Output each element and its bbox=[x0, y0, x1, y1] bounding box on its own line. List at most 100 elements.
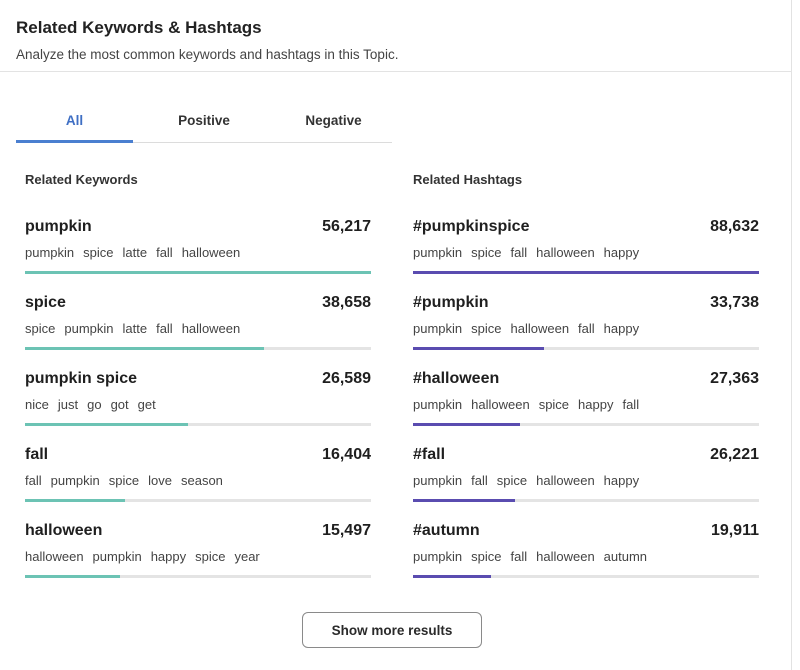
list-item[interactable]: halloween 15,497 halloween pumpkin happy spic… bbox=[25, 522, 371, 598]
share-bar-fill bbox=[413, 575, 491, 578]
related-term: happy bbox=[578, 397, 614, 412]
panel-title: Related Keywords & Hashtags bbox=[16, 18, 262, 37]
item-header: pumpkin 56,217 bbox=[25, 218, 371, 236]
item-name: halloween bbox=[25, 522, 103, 539]
related-term: spice bbox=[83, 245, 114, 260]
related-term: latte bbox=[122, 321, 148, 336]
related-term: spice bbox=[471, 549, 502, 564]
item-header: halloween 15,497 bbox=[25, 522, 371, 540]
related-term: spice bbox=[108, 473, 140, 488]
share-bar-track bbox=[25, 347, 371, 350]
related-term: go bbox=[87, 397, 102, 412]
related-term: halloween bbox=[510, 321, 570, 336]
related-term: fall bbox=[471, 473, 488, 488]
related-term: pumpkin bbox=[413, 473, 463, 488]
share-bar-track bbox=[25, 499, 371, 502]
list-item[interactable]: #fall 26,221 pumpkin fall spice halloween happ… bbox=[413, 446, 759, 522]
list-item[interactable]: pumpkin 56,217 pumpkin spice latte fall hallow… bbox=[25, 218, 371, 294]
related-term: happy bbox=[603, 245, 640, 260]
item-count: 26,221 bbox=[710, 446, 759, 463]
tab-positive[interactable]: Positive bbox=[178, 113, 230, 128]
hashtags-list: #pumpkinspice 88,632 pumpkin spice fall hallo… bbox=[413, 218, 759, 598]
related-terms: pumpkin spice latte fall halloween bbox=[25, 245, 371, 260]
item-count: 15,497 bbox=[322, 522, 371, 539]
related-term: happy bbox=[603, 473, 640, 488]
related-terms: pumpkin fall spice halloween happy bbox=[413, 473, 759, 488]
sentiment-tabs: All Positive Negative bbox=[16, 100, 392, 143]
list-item[interactable]: #pumpkinspice 88,632 pumpkin spice fall hallo… bbox=[413, 218, 759, 294]
related-term: halloween bbox=[536, 473, 595, 488]
list-item[interactable]: #halloween 27,363 pumpkin halloween spice hap… bbox=[413, 370, 759, 446]
related-term: fall bbox=[156, 321, 173, 336]
list-item[interactable]: pumpkin spice 26,589 nice just go got get bbox=[25, 370, 371, 446]
item-name: #pumpkin bbox=[413, 294, 489, 311]
list-item[interactable]: #autumn 19,911 pumpkin spice fall halloween au… bbox=[413, 522, 759, 598]
related-term: fall bbox=[25, 473, 42, 488]
related-terms: pumpkin spice fall halloween happy bbox=[413, 245, 759, 260]
related-term: season bbox=[180, 473, 223, 488]
related-term: pumpkin bbox=[25, 245, 75, 260]
item-name: #pumpkinspice bbox=[413, 218, 530, 235]
related-term: fall bbox=[156, 245, 173, 260]
related-terms: pumpkin spice fall halloween autumn bbox=[413, 549, 759, 564]
related-term: year bbox=[234, 549, 260, 564]
item-count: 19,911 bbox=[710, 522, 759, 539]
share-bar-track bbox=[413, 499, 759, 502]
related-terms: spice pumpkin latte fall halloween bbox=[25, 321, 371, 336]
share-bar-track bbox=[25, 575, 371, 578]
related-term: pumpkin bbox=[92, 549, 142, 564]
share-bar-fill bbox=[25, 575, 121, 578]
related-term: halloween bbox=[536, 245, 595, 260]
list-item[interactable]: fall 16,404 fall pumpkin spice love season bbox=[25, 446, 371, 522]
panel-header: Related Keywords & Hashtags Analyze the … bbox=[16, 18, 398, 62]
item-header: #pumpkinspice 88,632 bbox=[413, 218, 759, 236]
share-bar-fill bbox=[413, 423, 521, 426]
item-name: spice bbox=[25, 294, 66, 311]
share-bar-track bbox=[413, 271, 759, 274]
panel-subtitle: Analyze the most common keywords and has… bbox=[16, 47, 399, 62]
related-term: get bbox=[137, 397, 156, 412]
share-bar-fill bbox=[413, 271, 759, 274]
list-item[interactable]: #pumpkin 33,738 pumpkin spice halloween fall h… bbox=[413, 294, 759, 370]
item-header: pumpkin spice 26,589 bbox=[25, 370, 371, 388]
related-term: pumpkin bbox=[413, 549, 463, 564]
item-name: #fall bbox=[413, 446, 446, 463]
item-header: #fall 26,221 bbox=[413, 446, 759, 464]
item-count: 56,217 bbox=[322, 218, 371, 235]
related-term: happy bbox=[603, 321, 640, 336]
share-bar-track bbox=[25, 423, 371, 426]
share-bar-fill bbox=[413, 347, 545, 350]
share-bar-track bbox=[413, 423, 759, 426]
related-term: halloween bbox=[536, 549, 595, 564]
item-header: #pumpkin 33,738 bbox=[413, 294, 759, 312]
show-more-button[interactable]: Show more results bbox=[302, 612, 482, 648]
keywords-heading: Related Keywords bbox=[25, 172, 138, 187]
related-terms: pumpkin spice halloween fall happy bbox=[413, 321, 759, 336]
share-bar-fill bbox=[25, 347, 264, 350]
item-header: #autumn 19,911 bbox=[413, 522, 759, 540]
related-term: pumpkin bbox=[413, 397, 463, 412]
item-name: fall bbox=[25, 446, 49, 463]
related-term: halloween bbox=[181, 245, 241, 260]
share-bar-track bbox=[25, 271, 371, 274]
related-term: spice bbox=[496, 473, 528, 488]
related-term: spice bbox=[25, 321, 56, 336]
item-name: pumpkin spice bbox=[25, 370, 138, 387]
tab-negative[interactable]: Negative bbox=[305, 113, 362, 128]
share-bar-fill bbox=[25, 271, 371, 274]
share-bar-track bbox=[413, 347, 759, 350]
related-term: got bbox=[110, 397, 129, 412]
tab-all[interactable]: All bbox=[16, 100, 133, 143]
related-term: fall bbox=[578, 321, 595, 336]
related-term: spice bbox=[471, 245, 502, 260]
share-bar-fill bbox=[413, 499, 516, 502]
related-term: love bbox=[148, 473, 172, 488]
related-term: nice bbox=[25, 397, 49, 412]
related-term: pumpkin bbox=[50, 473, 100, 488]
share-bar-track bbox=[413, 575, 759, 578]
item-name: #autumn bbox=[413, 522, 480, 539]
related-term: pumpkin bbox=[413, 245, 463, 260]
item-name: #halloween bbox=[413, 370, 500, 387]
list-item[interactable]: spice 38,658 spice pumpkin latte fall hallowee… bbox=[25, 294, 371, 370]
